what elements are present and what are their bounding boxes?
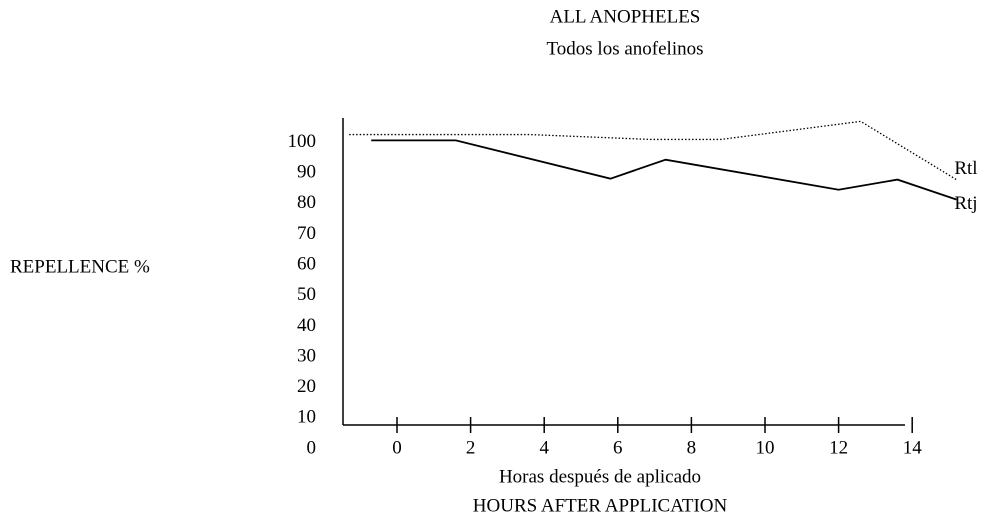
series-label: Rtj: [954, 193, 977, 214]
data-line: [371, 139, 957, 201]
y-tick-label: 20: [297, 376, 316, 397]
series-label: Rtl: [954, 158, 977, 179]
data-line: [349, 120, 957, 181]
x-axis-label-english: HOURS AFTER APPLICATION: [473, 495, 728, 516]
x-tick-label: 8: [687, 437, 697, 458]
x-tick-label: 14: [903, 437, 923, 458]
x-tick-label: 0: [392, 437, 402, 458]
y-tick-label: 80: [297, 192, 316, 213]
y-tick-label: 60: [297, 253, 316, 274]
y-tick-label: 0: [307, 437, 317, 458]
y-tick-label: 70: [297, 223, 316, 244]
y-tick-label: 30: [297, 345, 316, 366]
x-tick-label: 6: [613, 437, 623, 458]
x-tick-label: 2: [466, 437, 476, 458]
y-tick-label: 90: [297, 162, 316, 183]
y-tick-label: 10: [297, 407, 316, 428]
chart-subtitle: Todos los anofelinos: [547, 38, 704, 59]
x-axis-label: Horas después de aplicado: [499, 466, 701, 487]
x-tick-label: 10: [756, 437, 775, 458]
x-tick-label: 4: [539, 437, 549, 458]
y-axis-label: REPELLENCE %: [10, 256, 150, 277]
x-tick-label: 12: [829, 437, 848, 458]
y-tick-label: 100: [288, 131, 317, 152]
chart-title: ALL ANOPHELES: [550, 6, 701, 27]
y-tick-label: 40: [297, 315, 316, 336]
y-tick-label: 50: [297, 284, 316, 305]
